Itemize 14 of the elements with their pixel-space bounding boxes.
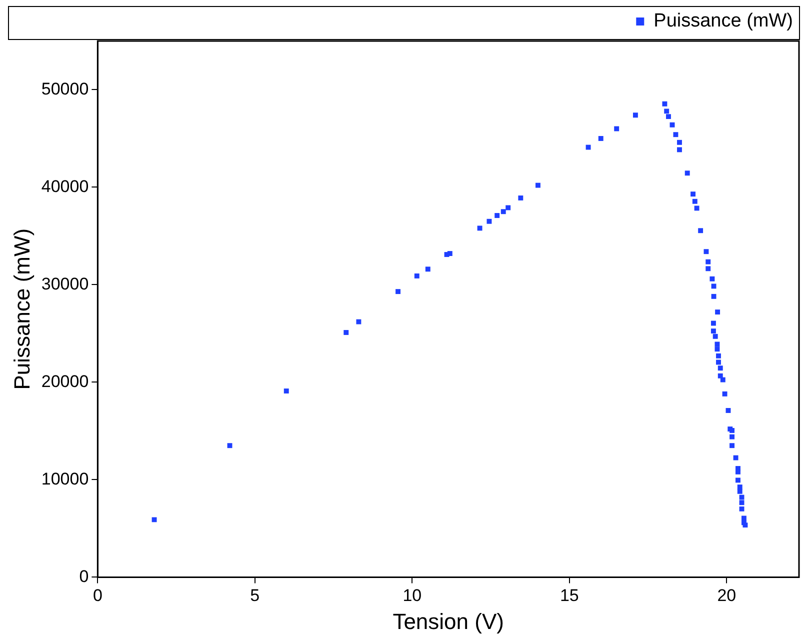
y-tick-label: 0 xyxy=(79,566,89,586)
y-tick-label: 40000 xyxy=(41,176,89,196)
x-tick-label: 5 xyxy=(250,586,260,606)
y-axis-title: Puissance (mW) xyxy=(9,228,34,390)
x-tick-label: 20 xyxy=(717,586,736,606)
y-tick-label: 50000 xyxy=(41,79,89,98)
x-tick-label: 0 xyxy=(92,586,102,606)
x-tick-label: 10 xyxy=(402,586,422,606)
y-tick-label: 30000 xyxy=(41,274,89,294)
y-tick-label: 10000 xyxy=(41,469,89,488)
y-tick-label: 20000 xyxy=(41,372,89,391)
x-tick-label: 15 xyxy=(560,586,579,606)
x-axis-title: Tension (V) xyxy=(392,608,504,634)
legend-label: Puissance (mW) xyxy=(654,10,794,32)
